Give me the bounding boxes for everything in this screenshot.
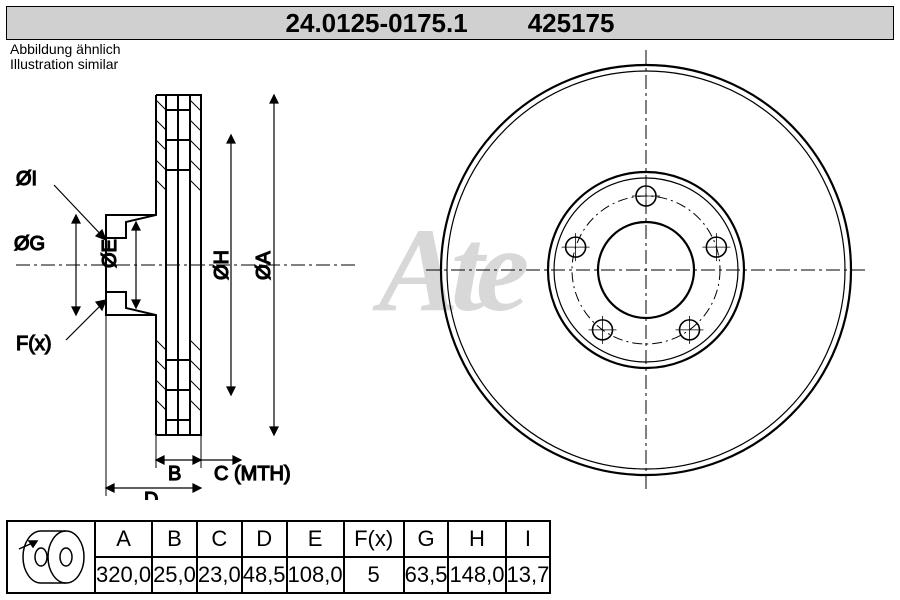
val-e: 108,0	[287, 557, 344, 593]
label-dia-h: ØH	[211, 250, 233, 280]
dimension-table: A B C D E F(x) G H I 320,0 25,0 23,0 48,…	[6, 520, 551, 594]
val-b: 25,0	[152, 557, 197, 593]
val-i: 13,7	[506, 557, 551, 593]
col-d: D	[242, 521, 287, 557]
val-g: 63,5	[404, 557, 449, 593]
part-number: 24.0125-0175.1	[286, 8, 468, 39]
col-i: I	[506, 521, 551, 557]
label-dia-i: ØI	[16, 168, 37, 190]
col-g: G	[404, 521, 449, 557]
label-dia-g: ØG	[14, 233, 45, 255]
label-fx: F(x)	[16, 333, 52, 355]
label-b: B	[168, 463, 181, 485]
col-e: E	[287, 521, 344, 557]
disc-icon	[11, 527, 91, 587]
val-f: 5	[344, 557, 404, 593]
section-view: ØI ØG ØE ØH ØA F(x)	[6, 40, 366, 500]
header-bar: 24.0125-0175.1 425175	[6, 6, 894, 40]
col-a: A	[95, 521, 152, 557]
col-b: B	[152, 521, 197, 557]
val-d: 48,5	[242, 557, 287, 593]
label-dia-a: ØA	[253, 250, 275, 280]
label-dia-e: ØE	[99, 239, 121, 268]
col-f: F(x)	[344, 521, 404, 557]
part-icon-cell	[7, 521, 95, 593]
label-d: D	[144, 489, 158, 500]
diagram-area: Ate	[6, 40, 894, 500]
val-h: 148,0	[448, 557, 505, 593]
col-c: C	[197, 521, 242, 557]
val-a: 320,0	[95, 557, 152, 593]
val-c: 23,0	[197, 557, 242, 593]
ref-number: 425175	[528, 8, 615, 39]
table-header-row: A B C D E F(x) G H I	[7, 521, 550, 557]
label-c-mth: C (MTH)	[214, 463, 291, 485]
front-view	[376, 40, 896, 500]
col-h: H	[448, 521, 505, 557]
